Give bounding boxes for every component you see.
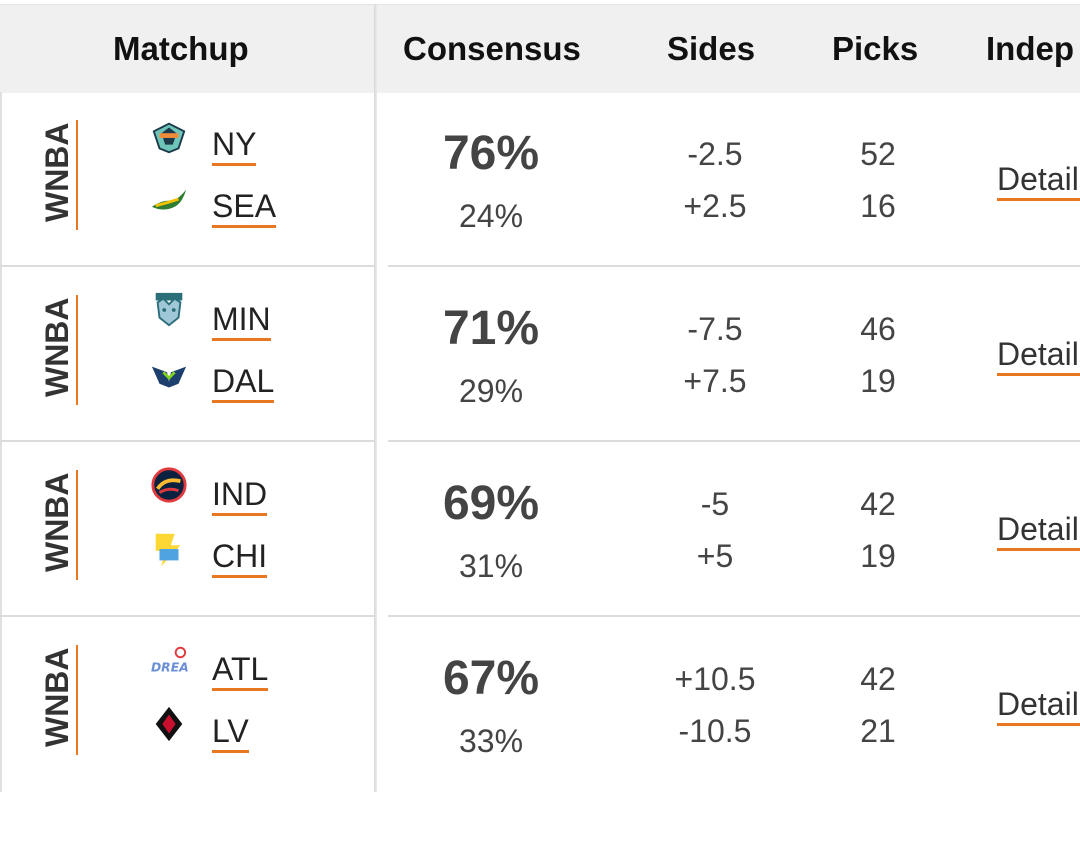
picks-team2: 19 — [860, 538, 896, 574]
consensus-bottom-percent: 31% — [458, 548, 524, 584]
table-row: WNBA DREAM ATL LV 67% 33% +10.5 -10.5 42… — [0, 617, 1080, 789]
details-link[interactable]: Details — [997, 160, 1080, 201]
consensus-bottom-percent: 33% — [458, 723, 524, 759]
sky-logo-icon — [155, 533, 181, 567]
league-accent-bar — [76, 295, 78, 405]
header-independent[interactable]: Indep — [986, 30, 1074, 67]
picks-team2: 19 — [860, 363, 896, 399]
team-link-dal[interactable]: DAL — [212, 363, 275, 403]
league-label: WNBA — [39, 122, 75, 222]
consensus-top-percent: 67% — [442, 652, 540, 705]
league-label: WNBA — [39, 297, 75, 397]
wings-logo-icon — [151, 366, 187, 388]
spread-team2: -10.5 — [678, 713, 752, 749]
picks-team1: 42 — [860, 486, 896, 522]
team-link-ny[interactable]: NY — [212, 126, 257, 166]
details-link[interactable]: Details — [997, 510, 1080, 551]
picks-team1: 42 — [860, 661, 896, 697]
header-picks[interactable]: Picks — [832, 30, 919, 67]
table-left-border — [0, 92, 2, 792]
row-divider — [388, 440, 1080, 442]
table-row: WNBA NY SEA 76% 24% -2.5 +2.5 52 16 Deta… — [0, 92, 1080, 264]
spread-team1: -2.5 — [687, 136, 743, 172]
consensus-top-percent: 69% — [442, 477, 540, 530]
row-divider — [0, 440, 374, 442]
picks-team2: 16 — [860, 188, 896, 224]
picks-team2: 21 — [860, 713, 896, 749]
row-divider — [0, 265, 374, 267]
fever-logo-icon — [151, 467, 187, 503]
team-link-lv[interactable]: LV — [212, 713, 249, 753]
team-link-min[interactable]: MIN — [212, 301, 271, 341]
spread-team1: -7.5 — [687, 311, 743, 347]
consensus-top-percent: 76% — [442, 127, 540, 180]
league-label: WNBA — [39, 472, 75, 572]
team-link-atl[interactable]: ATL — [212, 651, 269, 691]
storm-logo-icon — [151, 189, 187, 210]
spread-team2: +5 — [696, 538, 734, 574]
aces-logo-icon — [155, 706, 183, 742]
details-link[interactable]: Details — [997, 335, 1080, 376]
consensus-table: Matchup Consensus Sides Picks Indep WNBA… — [0, 4, 1080, 792]
row-divider — [388, 265, 1080, 267]
header-sides[interactable]: Sides — [667, 30, 756, 67]
table-row: WNBA IND CHI 69% 31% -5 +5 42 19 Details — [0, 442, 1080, 614]
spread-team2: +2.5 — [683, 188, 747, 224]
league-accent-bar — [76, 645, 78, 755]
table-row: WNBA MIN DAL 71% 29% -7.5 +7.5 46 19 Det… — [0, 267, 1080, 439]
sticky-column-divider — [374, 4, 377, 792]
team-link-chi[interactable]: CHI — [212, 538, 268, 578]
lynx-logo-icon — [155, 292, 183, 327]
header-matchup[interactable]: Matchup — [113, 30, 249, 67]
team-link-sea[interactable]: SEA — [212, 188, 277, 228]
dream-logo-icon: DREAM — [151, 646, 188, 675]
svg-text:DREAM: DREAM — [151, 661, 188, 675]
picks-team1: 52 — [860, 136, 896, 172]
table-header: Matchup Consensus Sides Picks Indep — [0, 4, 1080, 93]
team-link-ind[interactable]: IND — [212, 476, 268, 516]
row-divider — [388, 615, 1080, 617]
spread-team1: +10.5 — [674, 661, 756, 697]
details-link[interactable]: Details — [997, 685, 1080, 726]
consensus-bottom-percent: 24% — [458, 198, 524, 234]
liberty-logo-icon — [152, 122, 186, 154]
consensus-top-percent: 71% — [442, 302, 540, 355]
league-accent-bar — [76, 470, 78, 580]
league-accent-bar — [76, 120, 78, 230]
spread-team2: +7.5 — [683, 363, 747, 399]
row-divider — [0, 615, 374, 617]
consensus-bottom-percent: 29% — [458, 373, 524, 409]
league-label: WNBA — [39, 647, 75, 747]
spread-team1: -5 — [700, 486, 730, 522]
picks-team1: 46 — [860, 311, 896, 347]
header-consensus[interactable]: Consensus — [403, 30, 581, 67]
